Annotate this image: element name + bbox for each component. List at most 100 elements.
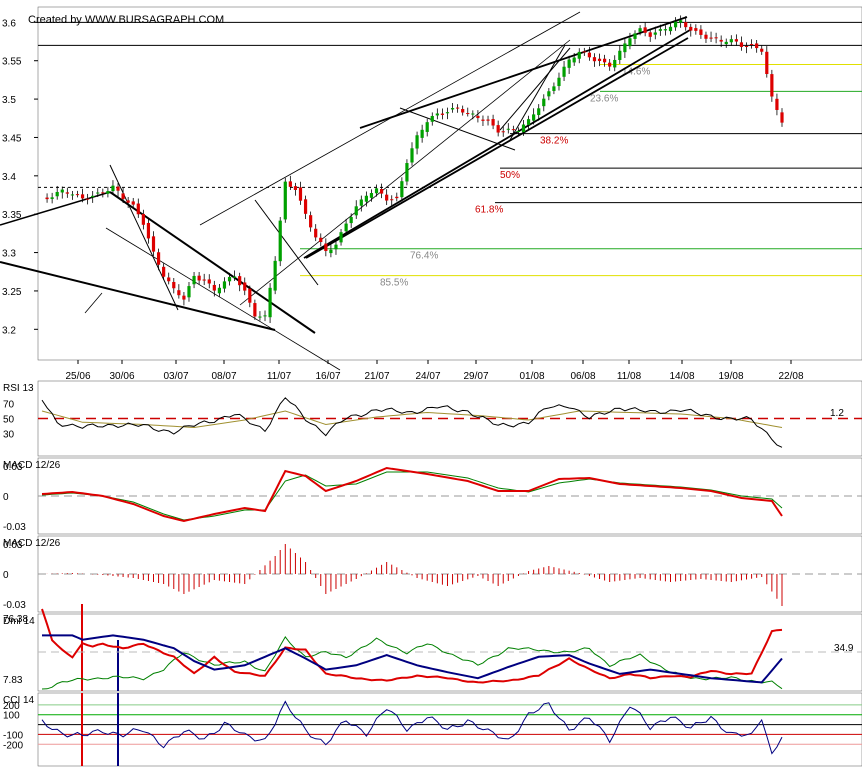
candle xyxy=(141,209,145,230)
indicator-y-tick-label: 7.83 xyxy=(3,675,23,686)
candle-body xyxy=(354,206,358,216)
candle-body xyxy=(349,217,353,224)
trendline xyxy=(305,37,689,259)
candle xyxy=(633,30,637,45)
candle xyxy=(618,45,622,65)
candle xyxy=(714,32,718,44)
candle xyxy=(567,55,571,74)
candle xyxy=(704,31,708,43)
fibonacci-levels: 14.6% 23.6% 38.2% 50% 61.8% 76.4% 85.5% xyxy=(300,64,862,289)
candle xyxy=(146,217,151,244)
candle xyxy=(314,224,318,242)
candle xyxy=(405,159,409,186)
candle-body xyxy=(309,215,313,228)
candle-body xyxy=(344,223,348,232)
candle-body xyxy=(121,193,125,200)
candle xyxy=(608,59,612,71)
candle-body xyxy=(628,38,632,47)
candle-body xyxy=(435,113,439,116)
fib-level-label: 50% xyxy=(500,170,520,181)
candle-body xyxy=(456,107,460,109)
candle-body xyxy=(765,51,769,74)
indicator-y-tick-label: 50 xyxy=(3,415,15,426)
candle xyxy=(547,88,551,101)
trendline xyxy=(303,29,691,259)
candle-body xyxy=(146,222,151,239)
candle xyxy=(582,47,586,56)
candle-body xyxy=(532,114,536,121)
candle-body xyxy=(744,45,749,47)
candle xyxy=(739,36,744,51)
dmi-adx-line xyxy=(42,634,783,684)
candle-body xyxy=(278,220,282,262)
candle xyxy=(537,104,541,121)
trendline xyxy=(399,107,516,151)
candle-body xyxy=(197,275,201,281)
candle xyxy=(364,191,368,207)
candle-body xyxy=(608,62,612,67)
candle xyxy=(278,217,282,267)
candle-body xyxy=(80,194,85,199)
price-y-tick-label: 3.25 xyxy=(2,287,22,298)
candle xyxy=(471,110,475,120)
candle-body xyxy=(96,192,100,194)
candle-body xyxy=(238,276,242,286)
rsi-signal-line xyxy=(41,410,783,429)
candle xyxy=(425,118,429,137)
candle-body xyxy=(136,203,140,215)
candle xyxy=(694,24,698,35)
candle-body xyxy=(283,181,287,220)
candle-body xyxy=(70,194,75,196)
candle-body xyxy=(293,186,298,190)
candle-body xyxy=(106,191,110,194)
candle xyxy=(106,186,110,198)
candle xyxy=(562,61,566,81)
candle-body xyxy=(537,108,541,116)
candle-body xyxy=(476,115,480,119)
candle-body xyxy=(405,163,409,182)
candle xyxy=(724,38,728,48)
indicator-y-tick-label: 0.03 xyxy=(3,540,23,551)
candle xyxy=(430,112,434,126)
indicator-y-tick-label: 30 xyxy=(3,430,15,441)
candle-body xyxy=(162,266,166,277)
candle xyxy=(623,39,627,58)
candle-body xyxy=(658,29,662,31)
fib-level-label: 76.4% xyxy=(410,251,438,262)
candle xyxy=(80,188,85,203)
price-x-tick-label: 08/07 xyxy=(211,371,236,382)
candle xyxy=(162,263,166,280)
candle-body xyxy=(141,213,145,225)
price-x-tick-label: 24/07 xyxy=(415,371,440,382)
candle-body xyxy=(461,109,465,113)
candle-body xyxy=(668,26,673,32)
candle-body xyxy=(187,286,191,298)
candle xyxy=(577,48,581,64)
indicator-y-tick-label: 70 xyxy=(3,400,15,411)
candle-body xyxy=(172,281,176,289)
indicator-y-tick-label: 0.03 xyxy=(3,462,23,473)
candle-body xyxy=(430,115,434,122)
candle xyxy=(177,284,181,299)
candle-body xyxy=(177,290,181,296)
candle-body xyxy=(248,288,252,303)
candle-body xyxy=(440,113,445,115)
candle xyxy=(212,280,216,297)
candle-body xyxy=(729,39,733,43)
candle xyxy=(192,271,196,289)
candle xyxy=(75,190,80,198)
indicator-y-tick-label: 100 xyxy=(3,711,20,722)
candle xyxy=(172,277,176,294)
candle xyxy=(643,22,647,37)
cci-line xyxy=(41,700,783,755)
candle-body xyxy=(557,77,561,87)
candle xyxy=(415,131,419,155)
candle xyxy=(572,53,576,66)
candle xyxy=(521,120,526,136)
candle-body xyxy=(603,58,607,63)
rsi-last-value: 1.2 xyxy=(830,408,844,419)
candle xyxy=(689,23,693,37)
candle xyxy=(167,272,171,285)
price-y-tick-label: 3.35 xyxy=(2,210,22,221)
candle xyxy=(780,108,784,127)
